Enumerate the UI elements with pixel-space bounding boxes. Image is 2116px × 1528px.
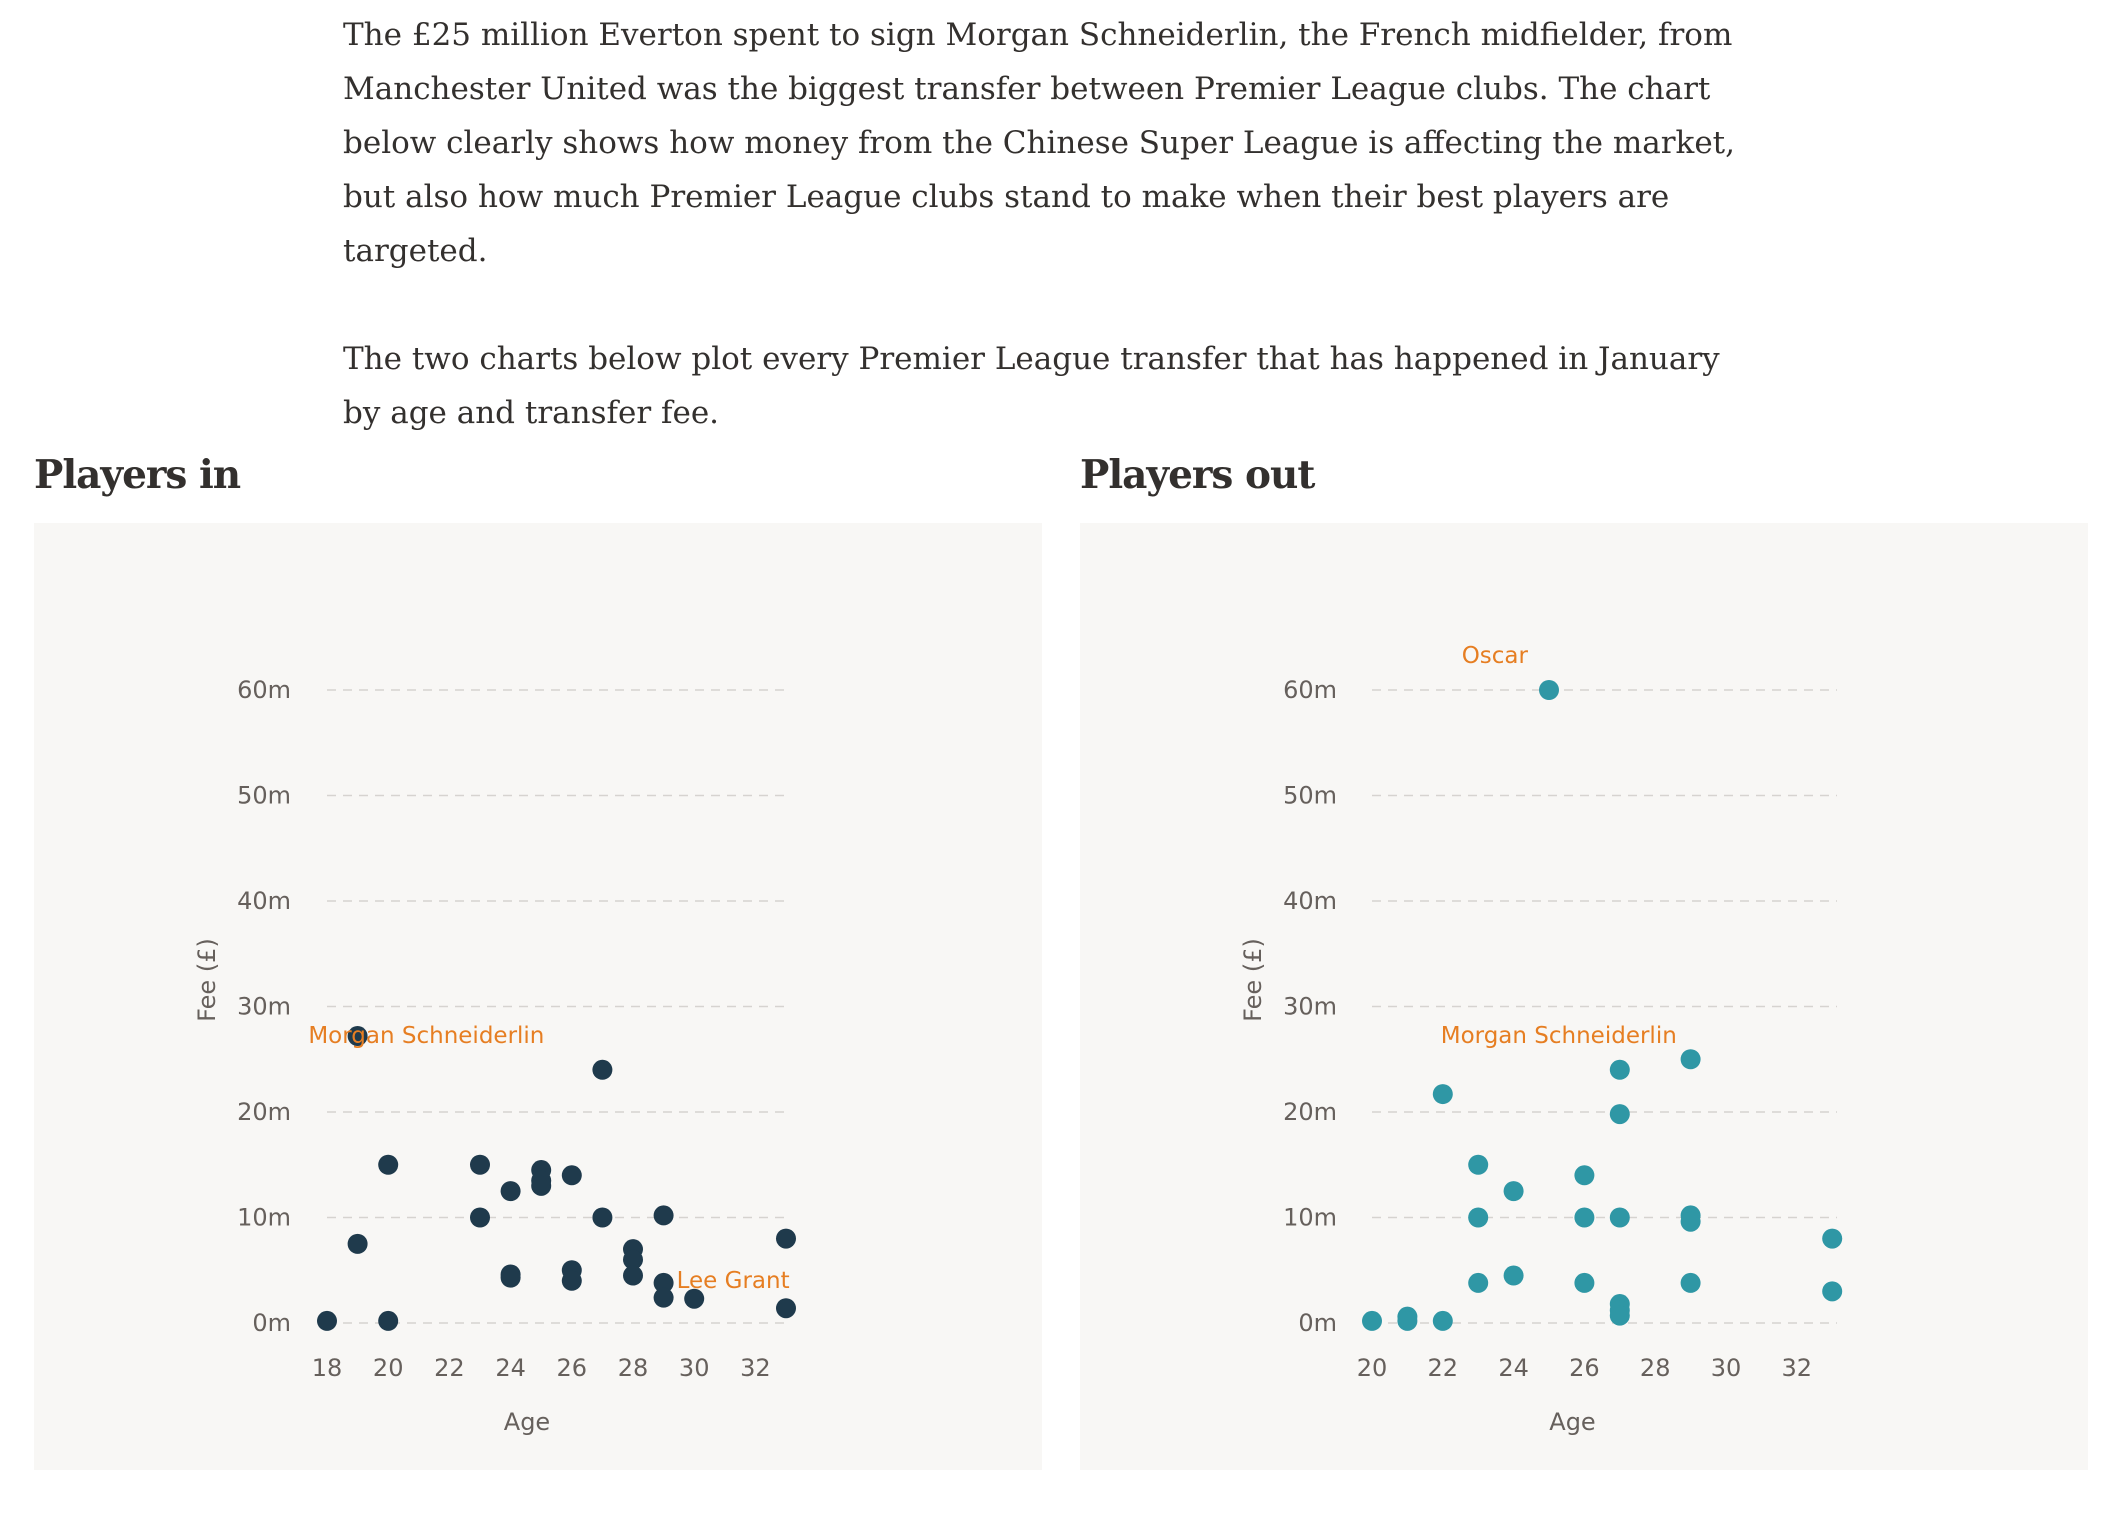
chart-title-players-out: Players out [1080,452,1315,498]
point-annotation: Morgan Schneiderlin [1441,1023,1677,1049]
y-tick-label: 10m [1283,1204,1337,1232]
data-point[interactable] [1822,1281,1843,1302]
data-point[interactable] [1609,1104,1630,1125]
article-intro: The £25 million Everton spent to sign Mo… [343,8,1763,494]
x-tick-label: 28 [618,1354,649,1382]
data-point[interactable] [531,1175,552,1196]
y-axis-title: Fee (£) [1239,938,1267,1022]
chart-panel-players-in: 0m 10m 20m 30m 40m 50m 60m 18 20 22 24 26 28 30 32 Age F… [34,523,1042,1470]
y-tick-label: 40m [1283,887,1337,915]
data-point[interactable] [1503,1181,1524,1202]
y-tick-label: 60m [1283,676,1337,704]
data-point[interactable] [1574,1207,1595,1228]
data-point[interactable] [1468,1207,1489,1228]
intro-paragraph-2: The two charts below plot every Premier … [343,341,1720,431]
data-point[interactable] [347,1026,368,1047]
data-point[interactable] [1503,1265,1524,1286]
data-point[interactable] [776,1228,796,1249]
data-point[interactable] [623,1249,643,1270]
y-tick-label: 10m [237,1204,291,1232]
data-point[interactable] [1397,1310,1418,1331]
data-point[interactable] [347,1233,368,1254]
data-point[interactable] [1574,1165,1595,1186]
x-tick-label: 24 [495,1354,526,1382]
x-tick-label: 20 [1357,1354,1388,1382]
data-point[interactable] [592,1059,613,1080]
y-tick-label: 40m [237,887,291,915]
x-tick-label: 22 [1428,1354,1459,1382]
data-point[interactable] [561,1165,582,1186]
x-tick-label: 20 [373,1354,404,1382]
data-point[interactable] [653,1205,674,1226]
x-tick-label: 22 [434,1354,465,1382]
data-point[interactable] [653,1287,674,1308]
data-point[interactable] [653,1272,674,1293]
data-point[interactable] [1574,1272,1595,1293]
data-point[interactable] [1680,1211,1701,1232]
x-tick-label: 18 [312,1354,343,1382]
x-axis-title: Age [1549,1408,1595,1436]
data-point[interactable] [1468,1272,1489,1293]
point-annotation: Morgan Schneiderlin [308,1023,544,1049]
data-point[interactable] [470,1154,490,1175]
data-point[interactable] [1609,1207,1630,1228]
x-tick-label: 26 [1569,1354,1600,1382]
players-out-scatter-chart: 0m 10m 20m 30m 40m 50m 60m 20 22 24 26 28 30 32 Age Fee… [1239,643,1843,1436]
data-point[interactable] [561,1270,582,1291]
y-tick-label: 20m [1283,1098,1337,1126]
y-tick-label: 0m [252,1309,291,1337]
data-point[interactable] [1609,1305,1630,1326]
data-point[interactable] [317,1310,337,1331]
data-point[interactable] [1468,1154,1489,1175]
point-annotation: Lee Grant [677,1268,790,1294]
chart-panel-players-out: 0m 10m 20m 30m 40m 50m 60m 20 22 24 26 28 30 32 Age Fee… [1080,523,2088,1470]
data-point[interactable] [378,1154,399,1175]
data-point[interactable] [592,1207,613,1228]
data-point[interactable] [1822,1228,1843,1249]
data-point[interactable] [1432,1084,1453,1105]
data-point[interactable] [500,1267,521,1288]
data-point[interactable] [1539,680,1559,700]
data-point[interactable] [500,1181,521,1202]
x-tick-label: 28 [1640,1354,1671,1382]
x-tick-label: 24 [1498,1354,1529,1382]
chart-title-players-in: Players in [34,452,241,498]
y-tick-label: 20m [237,1098,291,1126]
y-tick-label: 0m [1298,1309,1337,1337]
y-axis-title: Fee (£) [193,938,221,1022]
x-tick-label: 30 [679,1354,710,1382]
data-point[interactable] [1680,1272,1701,1293]
x-tick-label: 30 [1711,1354,1742,1382]
data-point[interactable] [776,1298,796,1319]
players-in-scatter-chart: 0m 10m 20m 30m 40m 50m 60m 18 20 22 24 26 28 30 32 Age F… [193,676,796,1436]
y-tick-label: 30m [1283,993,1337,1021]
data-point[interactable] [623,1265,643,1286]
data-point[interactable] [1609,1059,1630,1080]
y-tick-label: 60m [237,676,291,704]
x-tick-label: 26 [557,1354,588,1382]
x-tick-label: 32 [1782,1354,1813,1382]
y-tick-label: 30m [237,993,291,1021]
x-axis-title: Age [504,1408,550,1436]
data-point[interactable] [470,1207,490,1228]
data-point[interactable] [378,1310,399,1331]
data-point[interactable] [1362,1310,1382,1331]
data-point[interactable] [1680,1049,1701,1070]
intro-paragraph-1: The £25 million Everton spent to sign Mo… [343,17,1735,269]
data-point[interactable] [684,1288,705,1309]
x-tick-label: 32 [740,1354,771,1382]
y-tick-label: 50m [1283,782,1337,810]
data-point[interactable] [1432,1310,1453,1331]
y-tick-label: 50m [237,782,291,810]
point-annotation: Oscar [1462,643,1529,669]
